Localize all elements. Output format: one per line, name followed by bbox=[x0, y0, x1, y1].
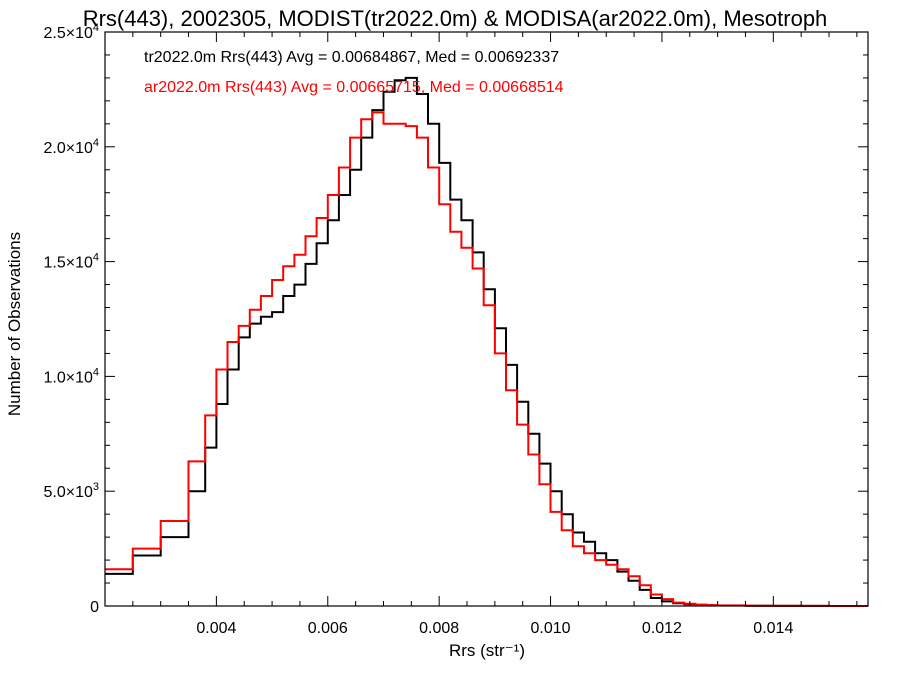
x-axis-label: Rrs (str⁻¹) bbox=[449, 641, 525, 660]
x-tick-label: 0.008 bbox=[419, 620, 459, 637]
y-tick-label: 1.0×104 bbox=[43, 366, 99, 386]
chart-title: Rrs(443), 2002305, MODIST(tr2022.0m) & M… bbox=[83, 6, 828, 31]
y-tick-label: 2.0×104 bbox=[43, 137, 99, 157]
plot-area bbox=[104, 31, 869, 607]
x-tick-label: 0.014 bbox=[753, 620, 793, 637]
x-tick-label: 0.010 bbox=[531, 620, 571, 637]
x-tick-label: 0.006 bbox=[308, 620, 348, 637]
y-axis: 0 5.0×103 1.0×104 1.5×104 2.0×104 2.5×104 bbox=[43, 22, 868, 616]
x-tick-label: 0.004 bbox=[196, 620, 236, 637]
series-line-0 bbox=[105, 76, 868, 607]
plot-frame bbox=[104, 31, 869, 607]
y-tick-label: 5.0×103 bbox=[43, 481, 99, 501]
series-line-1 bbox=[105, 111, 868, 607]
x-tick-label: 0.012 bbox=[642, 620, 682, 637]
y-axis-label: Number of Observations bbox=[5, 232, 24, 416]
legend-entry-tr2022: tr2022.0m Rrs(443) Avg = 0.00684867, Med… bbox=[144, 49, 559, 66]
legend: tr2022.0m Rrs(443) Avg = 0.00684867, Med… bbox=[144, 49, 564, 96]
y-tick-label: 0 bbox=[90, 599, 99, 616]
y-tick-label: 2.5×104 bbox=[43, 22, 99, 42]
legend-entry-ar2022: ar2022.0m Rrs(443) Avg = 0.00665715, Med… bbox=[144, 79, 564, 96]
x-axis: 0.004 0.006 0.008 0.010 0.012 0.014 bbox=[132, 32, 858, 637]
y-tick-label: 1.5×104 bbox=[43, 252, 99, 272]
